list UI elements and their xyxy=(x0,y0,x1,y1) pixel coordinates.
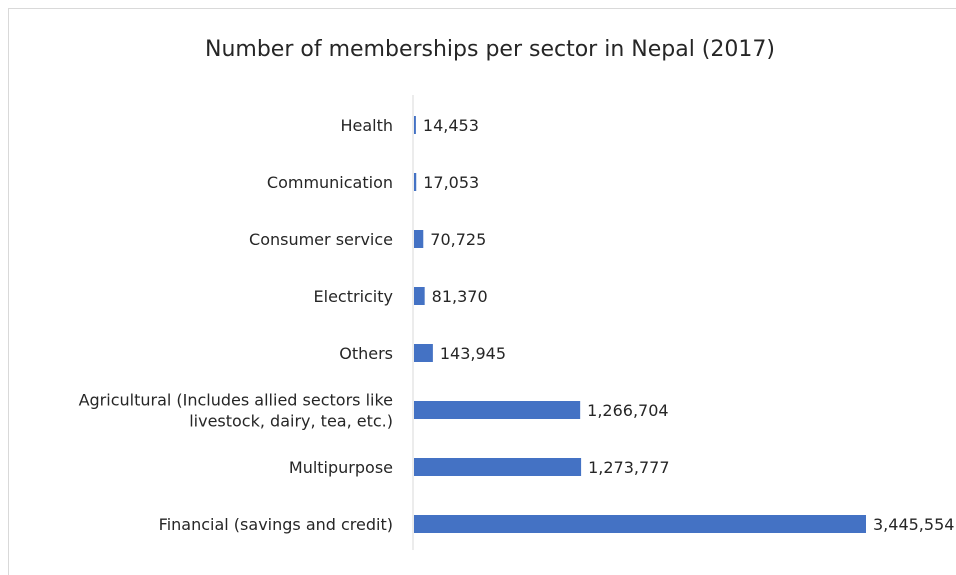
bar-5 xyxy=(414,401,581,419)
category-labels-layer: Health Communication Consumer service Elect… xyxy=(79,116,393,534)
category-label-line: Financial (savings and credit) xyxy=(159,515,393,534)
value-label-2: 70,725 xyxy=(430,230,486,249)
category-label-line: Consumer service xyxy=(249,230,393,249)
category-label-7: Financial (savings and credit) xyxy=(159,515,393,534)
chart-title: Number of memberships per sector in Nepa… xyxy=(205,37,775,62)
category-label-line: livestock, dairy, tea, etc.) xyxy=(189,412,393,431)
category-label-3: Electricity xyxy=(314,287,393,306)
category-label-0: Health xyxy=(340,116,393,135)
category-label-5: Agricultural (Includes allied sectors li… xyxy=(79,391,393,431)
value-label-3: 81,370 xyxy=(432,287,488,306)
bar-1 xyxy=(414,173,417,191)
value-labels-layer: 14,453 17,053 70,725 81,370 143,945 1,266,704… xyxy=(423,116,955,534)
bar-0 xyxy=(414,116,416,134)
category-label-line: Communication xyxy=(267,173,393,192)
category-label-4: Others xyxy=(339,344,393,363)
bar-4 xyxy=(414,344,433,362)
bar-6 xyxy=(414,458,582,476)
value-label-0: 14,453 xyxy=(423,116,479,135)
value-label-1: 17,053 xyxy=(423,173,479,192)
bar-2 xyxy=(414,230,424,248)
value-label-5: 1,266,704 xyxy=(587,401,668,420)
value-label-7: 3,445,554 xyxy=(873,515,954,534)
category-label-line: Multipurpose xyxy=(289,458,393,477)
bar-3 xyxy=(414,287,425,305)
value-label-6: 1,273,777 xyxy=(588,458,669,477)
bar-7 xyxy=(414,515,866,533)
category-label-1: Communication xyxy=(267,173,393,192)
category-label-6: Multipurpose xyxy=(289,458,393,477)
bars-layer xyxy=(414,116,866,533)
category-label-line: Health xyxy=(340,116,393,135)
category-label-line: Others xyxy=(339,344,393,363)
category-label-line: Agricultural (Includes allied sectors li… xyxy=(79,391,393,410)
category-label-2: Consumer service xyxy=(249,230,393,249)
category-label-line: Electricity xyxy=(314,287,393,306)
value-label-4: 143,945 xyxy=(440,344,506,363)
chart-frame xyxy=(8,8,956,575)
